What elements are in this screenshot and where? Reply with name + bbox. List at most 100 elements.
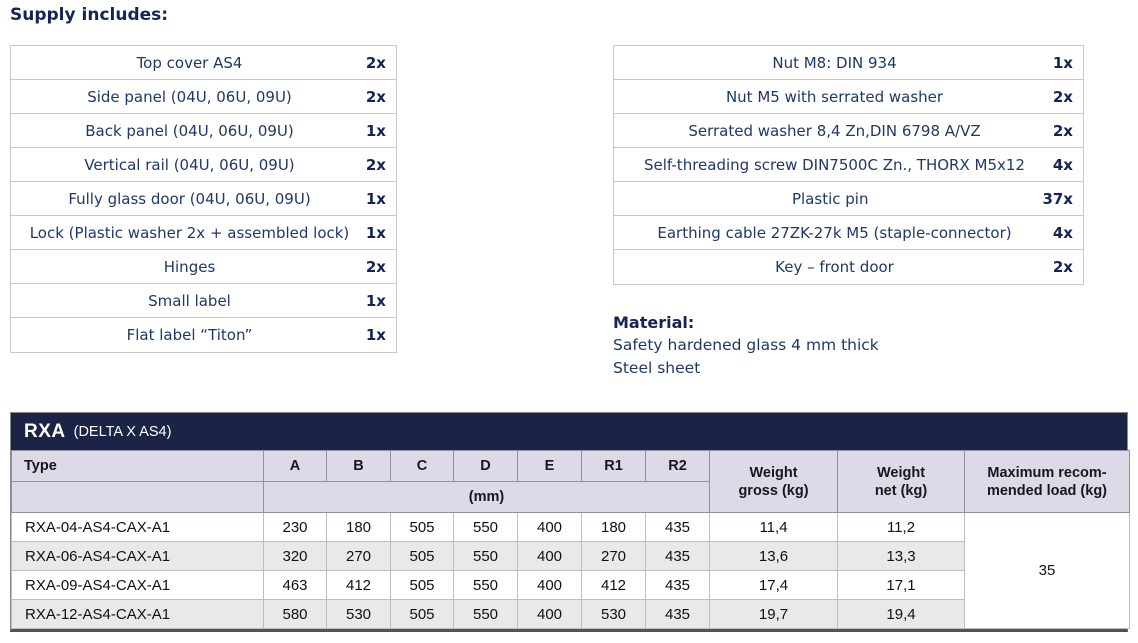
supply-item-label: Back panel (04U, 06U, 09U) (85, 121, 294, 140)
cell-weight-net: 13,3 (837, 541, 965, 571)
cell-type: RXA-04-AS4-CAX-A1 (11, 512, 264, 542)
supply-row: Nut M8: DIN 934 1x (614, 46, 1083, 80)
supply-item-qty: 4x (1052, 223, 1073, 242)
cell-type: RXA-09-AS4-CAX-A1 (11, 570, 264, 600)
supply-row: Serrated washer 8,4 Zn,DIN 6798 A/VZ 2x (614, 114, 1083, 148)
table-row: RXA-06-AS4-CAX-A1 320 270 505 550 400 27… (11, 541, 1130, 571)
supply-item-label: Hinges (163, 257, 216, 276)
cell-e: 400 (517, 512, 582, 542)
material-line: Steel sheet (613, 359, 701, 377)
cell-e: 400 (517, 541, 582, 571)
spec-table-subtitle: (DELTA X AS4) (73, 423, 172, 440)
cell-e: 400 (517, 599, 582, 629)
supply-item-qty: 1x (365, 223, 386, 242)
supply-item-qty: 2x (365, 257, 386, 276)
cell-b: 270 (326, 541, 391, 571)
spec-table-title: RXA (24, 420, 66, 442)
cell-e: 400 (517, 570, 582, 600)
cell-weight-gross: 17,4 (709, 570, 838, 600)
supply-item-qty: 2x (1052, 87, 1073, 106)
supply-item-label: Plastic pin (791, 189, 869, 208)
supply-item-qty: 1x (365, 291, 386, 310)
supply-item-label: Small label (148, 291, 231, 310)
cell-weight-net: 17,1 (837, 570, 965, 600)
supply-item-label: Flat label “Titon” (126, 326, 253, 344)
supply-item-label: Lock (Plastic washer 2x + assembled lock… (29, 223, 350, 242)
supply-item-qty: 2x (365, 87, 386, 106)
supply-item-label: Side panel (04U, 06U, 09U) (87, 87, 292, 106)
cell-c: 505 (390, 570, 454, 600)
cell-weight-net: 11,2 (837, 512, 965, 542)
spec-table: RXA (DELTA X AS4) Type A B C D E R1 R2 (10, 412, 1130, 632)
supply-row: Fully glass door (04U, 06U, 09U) 1x (11, 182, 396, 216)
cell-b: 412 (326, 570, 391, 600)
col-header-r1: R1 (581, 450, 646, 482)
col-header-type: Type (11, 450, 264, 482)
cell-c: 505 (390, 512, 454, 542)
cell-d: 550 (453, 599, 518, 629)
header-empty-cell (11, 481, 264, 513)
cell-type: RXA-06-AS4-CAX-A1 (11, 541, 264, 571)
cell-b: 530 (326, 599, 391, 629)
cell-a: 580 (263, 599, 327, 629)
cell-r1: 270 (581, 541, 646, 571)
cell-c: 505 (390, 599, 454, 629)
supply-row: Nut M5 with serrated washer 2x (614, 80, 1083, 114)
cell-a: 463 (263, 570, 327, 600)
supply-item-qty: 1x (365, 189, 386, 208)
col-header-a: A (263, 450, 327, 482)
page-title: Supply includes: (10, 5, 169, 25)
cell-weight-gross: 19,7 (709, 599, 838, 629)
supply-item-label: Top cover AS4 (136, 53, 243, 72)
cell-weight-net: 19,4 (837, 599, 965, 629)
supply-item-qty: 1x (365, 121, 386, 140)
cell-r1: 530 (581, 599, 646, 629)
header-row: Type A B C D E R1 R2 Weight gross (kg) W… (11, 450, 1130, 513)
supply-table-right: Nut M8: DIN 934 1x Nut M5 with serrated w… (613, 45, 1084, 285)
supply-item-qty: 4x (1052, 155, 1073, 174)
supply-row: Back panel (04U, 06U, 09U) 1x (11, 114, 396, 148)
cell-weight-gross: 13,6 (709, 541, 838, 571)
cell-a: 320 (263, 541, 327, 571)
col-header-d: D (453, 450, 518, 482)
col-header-max-load: Maximum recom- mended load (kg) (964, 450, 1130, 513)
supply-item-qty: 2x (365, 53, 386, 72)
col-header-weight-net: Weight net (kg) (837, 450, 965, 513)
supply-row: Top cover AS4 2x (11, 46, 396, 80)
cell-type: RXA-12-AS4-CAX-A1 (11, 599, 264, 629)
cell-c: 505 (390, 541, 454, 571)
material-line: Safety hardened glass 4 mm thick (613, 336, 879, 354)
cell-b: 180 (326, 512, 391, 542)
supply-row: Side panel (04U, 06U, 09U) 2x (11, 80, 396, 114)
col-header-weight-gross: Weight gross (kg) (709, 450, 838, 513)
cell-r2: 435 (645, 512, 710, 542)
spec-data-table: Type A B C D E R1 R2 Weight gross (kg) W… (11, 450, 1130, 629)
material-title: Material: (613, 313, 695, 332)
cell-r2: 435 (645, 570, 710, 600)
col-header-b: B (326, 450, 391, 482)
table-row: RXA-04-AS4-CAX-A1 230 180 505 550 400 18… (11, 512, 1130, 629)
supply-row: Plastic pin 37x (614, 182, 1083, 216)
supply-item-qty: 2x (365, 155, 386, 174)
col-header-r2: R2 (645, 450, 710, 482)
supply-row: Key – front door 2x (614, 250, 1083, 284)
supply-table-left: Top cover AS4 2x Side panel (04U, 06U, 09… (10, 45, 397, 353)
cell-a: 230 (263, 512, 327, 542)
dims-unit-cell: (mm) (263, 481, 710, 513)
supply-item-label: Earthing cable 27ZK-27k M5 (staple-conne… (657, 223, 1012, 242)
supply-item-label: Key – front door (775, 258, 894, 276)
supply-item-label: Nut M5 with serrated washer (725, 87, 944, 106)
supply-item-qty: 2x (1052, 121, 1073, 140)
cell-d: 550 (453, 570, 518, 600)
supply-item-qty: 1x (1052, 53, 1073, 72)
supply-row: Earthing cable 27ZK-27k M5 (staple-conne… (614, 216, 1083, 250)
cell-r2: 435 (645, 599, 710, 629)
supply-row: Small label 1x (11, 284, 396, 318)
supply-item-label: Nut M8: DIN 934 (772, 53, 897, 72)
cell-max-load: 35 (964, 512, 1130, 629)
table-row: RXA-12-AS4-CAX-A1 580 530 505 550 400 53… (11, 599, 1130, 629)
supply-item-qty: 37x (1042, 189, 1073, 208)
supply-item-qty: 2x (1052, 258, 1073, 276)
supply-row: Self-threading screw DIN7500C Zn., THORX… (614, 148, 1083, 182)
